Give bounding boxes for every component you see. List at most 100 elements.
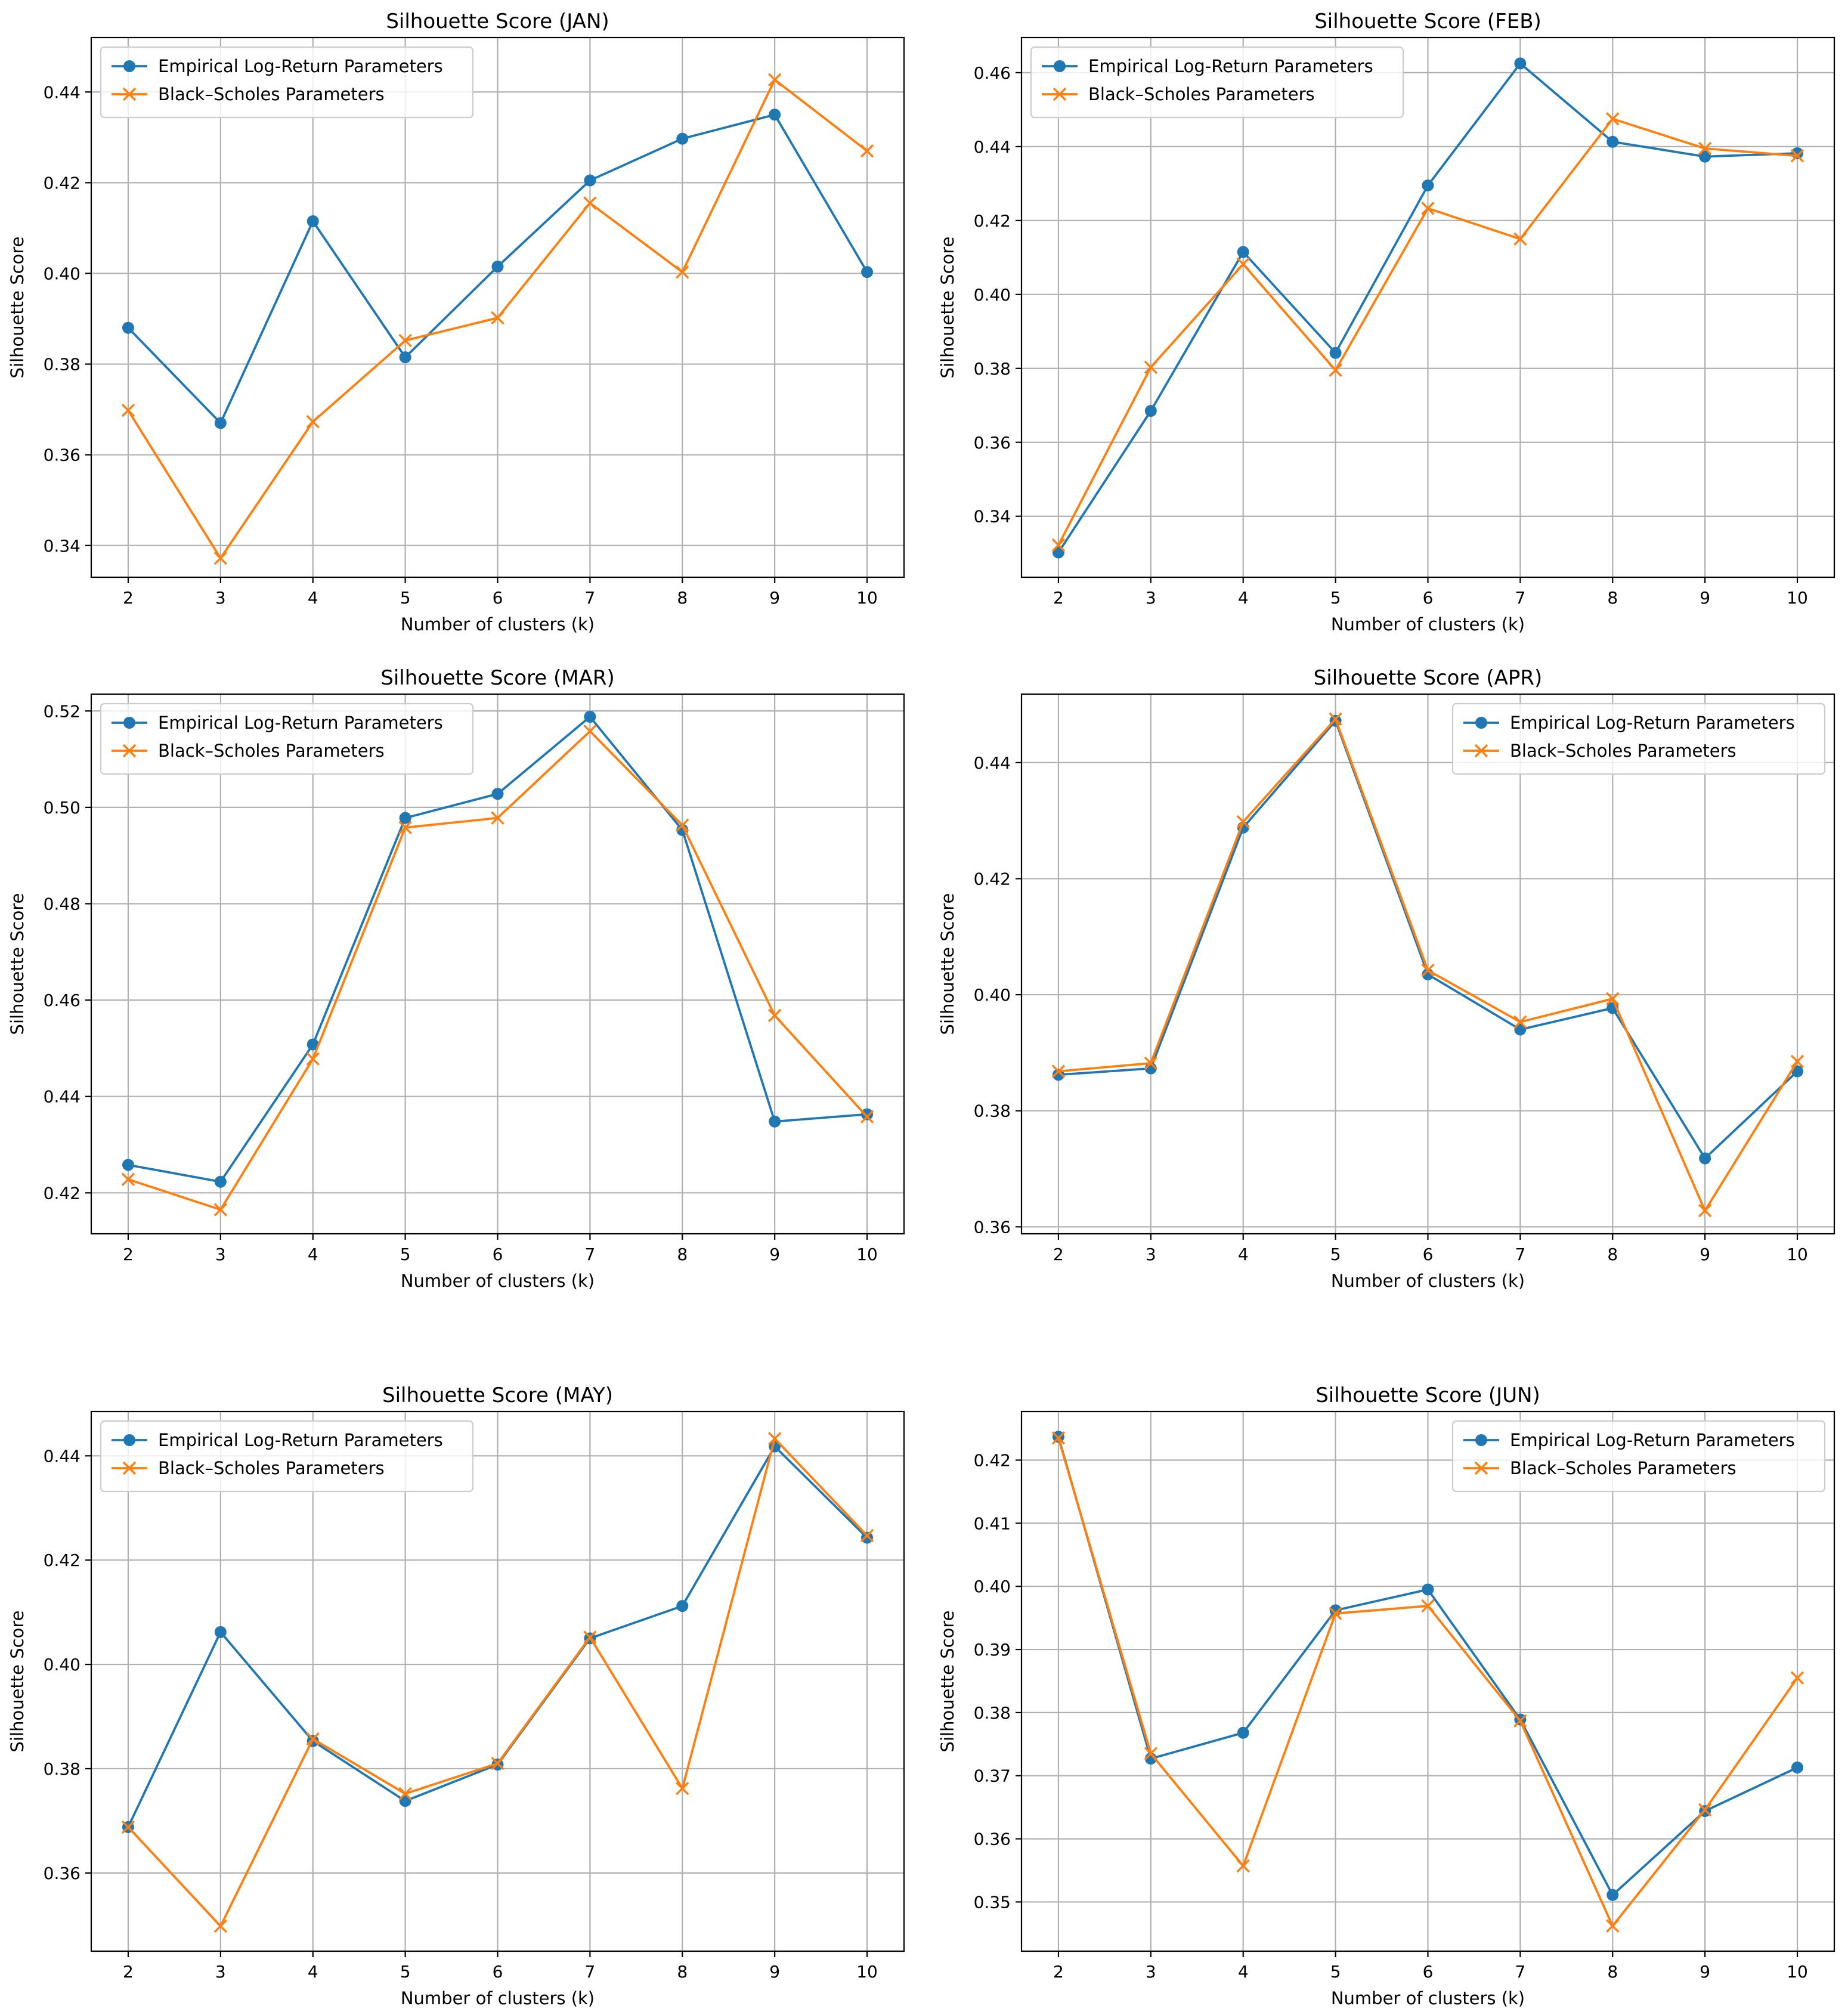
chart-title: Silhouette Score (APR) [1314,666,1543,690]
data-point [1329,712,1342,726]
data-point [583,725,597,738]
x-tick-label: 9 [769,1245,780,1264]
y-tick-label: 0.40 [44,264,81,283]
data-point [1606,1889,1619,1901]
y-tick-label: 0.36 [44,1864,81,1883]
chart-panel-2: 2 3 4 5 6 7 8 9 10 0.34 0.36 0.38 0.40 0.42 0.44 0.46 Si… [937,10,1835,634]
data-point [306,1052,320,1066]
legend-label: Empirical Log-Return Parameters [158,1430,443,1450]
data-point [491,788,504,800]
y-tick-label: 0.42 [974,869,1011,889]
x-tick-label: 4 [308,1962,318,1982]
x-tick-label: 2 [1053,588,1064,608]
data-point [1421,1599,1435,1613]
x-axis-label: Number of clusters (k) [401,1271,595,1291]
y-tick-label: 0.38 [974,1101,1011,1121]
data-point [1144,1747,1158,1760]
data-point [767,1432,782,1445]
x-tick-label: 9 [1700,588,1710,608]
data-point [1144,360,1158,374]
legend: Empirical Log-Return Parameters Black–Sch… [100,46,474,119]
data-point [1513,1015,1527,1029]
legend-label: Black–Scholes Parameters [1088,84,1315,104]
data-point [1513,232,1527,246]
x-tick-label: 5 [1330,1962,1341,1982]
x-tick-label: 3 [215,1245,226,1264]
x-tick-label: 5 [1330,1245,1341,1264]
legend-entry: Empirical Log-Return Parameters [1463,713,1795,733]
x-tick-label: 5 [400,1245,411,1264]
data-point [491,261,504,273]
legend-label: Black–Scholes Parameters [1510,1458,1736,1478]
data-point [1513,1714,1527,1728]
y-tick-label: 0.42 [974,1451,1011,1471]
x-tick-label: 2 [1053,1245,1064,1264]
data-point [1144,405,1157,417]
legend-marker [123,717,135,729]
data-point [398,1787,412,1801]
x-tick-label: 4 [308,1245,318,1264]
data-point [861,1108,874,1120]
data-point [214,417,227,429]
data-point [307,1038,319,1051]
chart-title: Silhouette Score (JAN) [386,10,609,33]
y-tick-label: 0.44 [44,1446,81,1466]
x-tick-label: 10 [856,1245,878,1264]
data-point [1329,1606,1342,1620]
grid [1021,1412,1834,1951]
x-tick-label: 6 [493,1962,503,1982]
data-point [1237,1726,1249,1739]
y-tick-label: 0.40 [974,985,1011,1005]
chart-panel-4: 2 3 4 5 6 7 8 9 10 0.36 0.38 0.40 0.42 0.44 Silhouette… [937,666,1835,1291]
chart-panel-3: 2 3 4 5 6 7 8 9 10 0.42 0.44 0.46 0.48 0.50 0.52 Silhou… [7,666,905,1291]
legend-entry: Empirical Log-Return Parameters [1463,1430,1795,1450]
legend-marker [122,744,137,758]
legend-marker [123,60,135,72]
chart-title: Silhouette Score (MAY) [382,1383,613,1407]
legend-entry: Black–Scholes Parameters [112,1458,385,1478]
y-tick-label: 0.41 [974,1513,1011,1533]
x-tick-label: 7 [584,1962,595,1982]
grid [91,38,904,577]
grid [1021,38,1834,577]
y-tick-label: 0.44 [974,753,1011,773]
legend-entry: Empirical Log-Return Parameters [1042,56,1373,76]
x-tick-label: 8 [1607,588,1618,608]
legend-entry: Black–Scholes Parameters [1042,84,1315,104]
legend-box [100,702,474,775]
legend-label: Black–Scholes Parameters [158,1458,385,1478]
data-point [861,266,874,278]
x-tick-label: 4 [308,588,318,608]
y-tick-label: 0.36 [44,445,81,465]
y-tick-label: 0.46 [44,990,81,1010]
x-tick-label: 6 [1423,1962,1434,1982]
x-tick-label: 6 [493,588,503,608]
x-axis-label: Number of clusters (k) [401,614,595,634]
x-tick-label: 5 [400,588,411,608]
chart-panel-1: 2 3 4 5 6 7 8 9 10 0.34 0.36 0.38 0.40 0.42 0.44 Silhou… [7,10,905,634]
x-tick-label: 7 [1515,1245,1525,1264]
data-point [769,109,781,121]
data-point [122,1159,134,1171]
data-point [584,174,596,187]
series-empirical [122,109,874,429]
legend-marker [1474,744,1488,758]
data-point [860,1528,874,1543]
data-point [1698,1803,1712,1817]
legend-label: Empirical Log-Return Parameters [1088,56,1373,76]
legend-box [100,1420,474,1493]
chart-panel-5: 2 3 4 5 6 7 8 9 10 0.36 0.38 0.40 0.42 0.44 Silhouette… [7,1383,905,2008]
data-point [1329,363,1342,377]
x-axis-label: Number of clusters (k) [401,1988,595,2008]
data-point [213,1919,228,1933]
x-tick-label: 6 [1423,588,1434,608]
data-point [860,1110,874,1123]
data-point [1237,246,1249,258]
y-tick-label: 0.46 [974,63,1011,83]
data-point [1422,1583,1434,1596]
legend: Empirical Log-Return Parameters Black–Sch… [1451,702,1826,775]
legend-label: Empirical Log-Return Parameters [1510,1430,1795,1450]
x-axis-ticks: 2 3 4 5 6 7 8 9 10 [1053,1951,1808,1982]
x-tick-label: 7 [1515,1962,1525,1982]
x-tick-label: 7 [584,588,595,608]
